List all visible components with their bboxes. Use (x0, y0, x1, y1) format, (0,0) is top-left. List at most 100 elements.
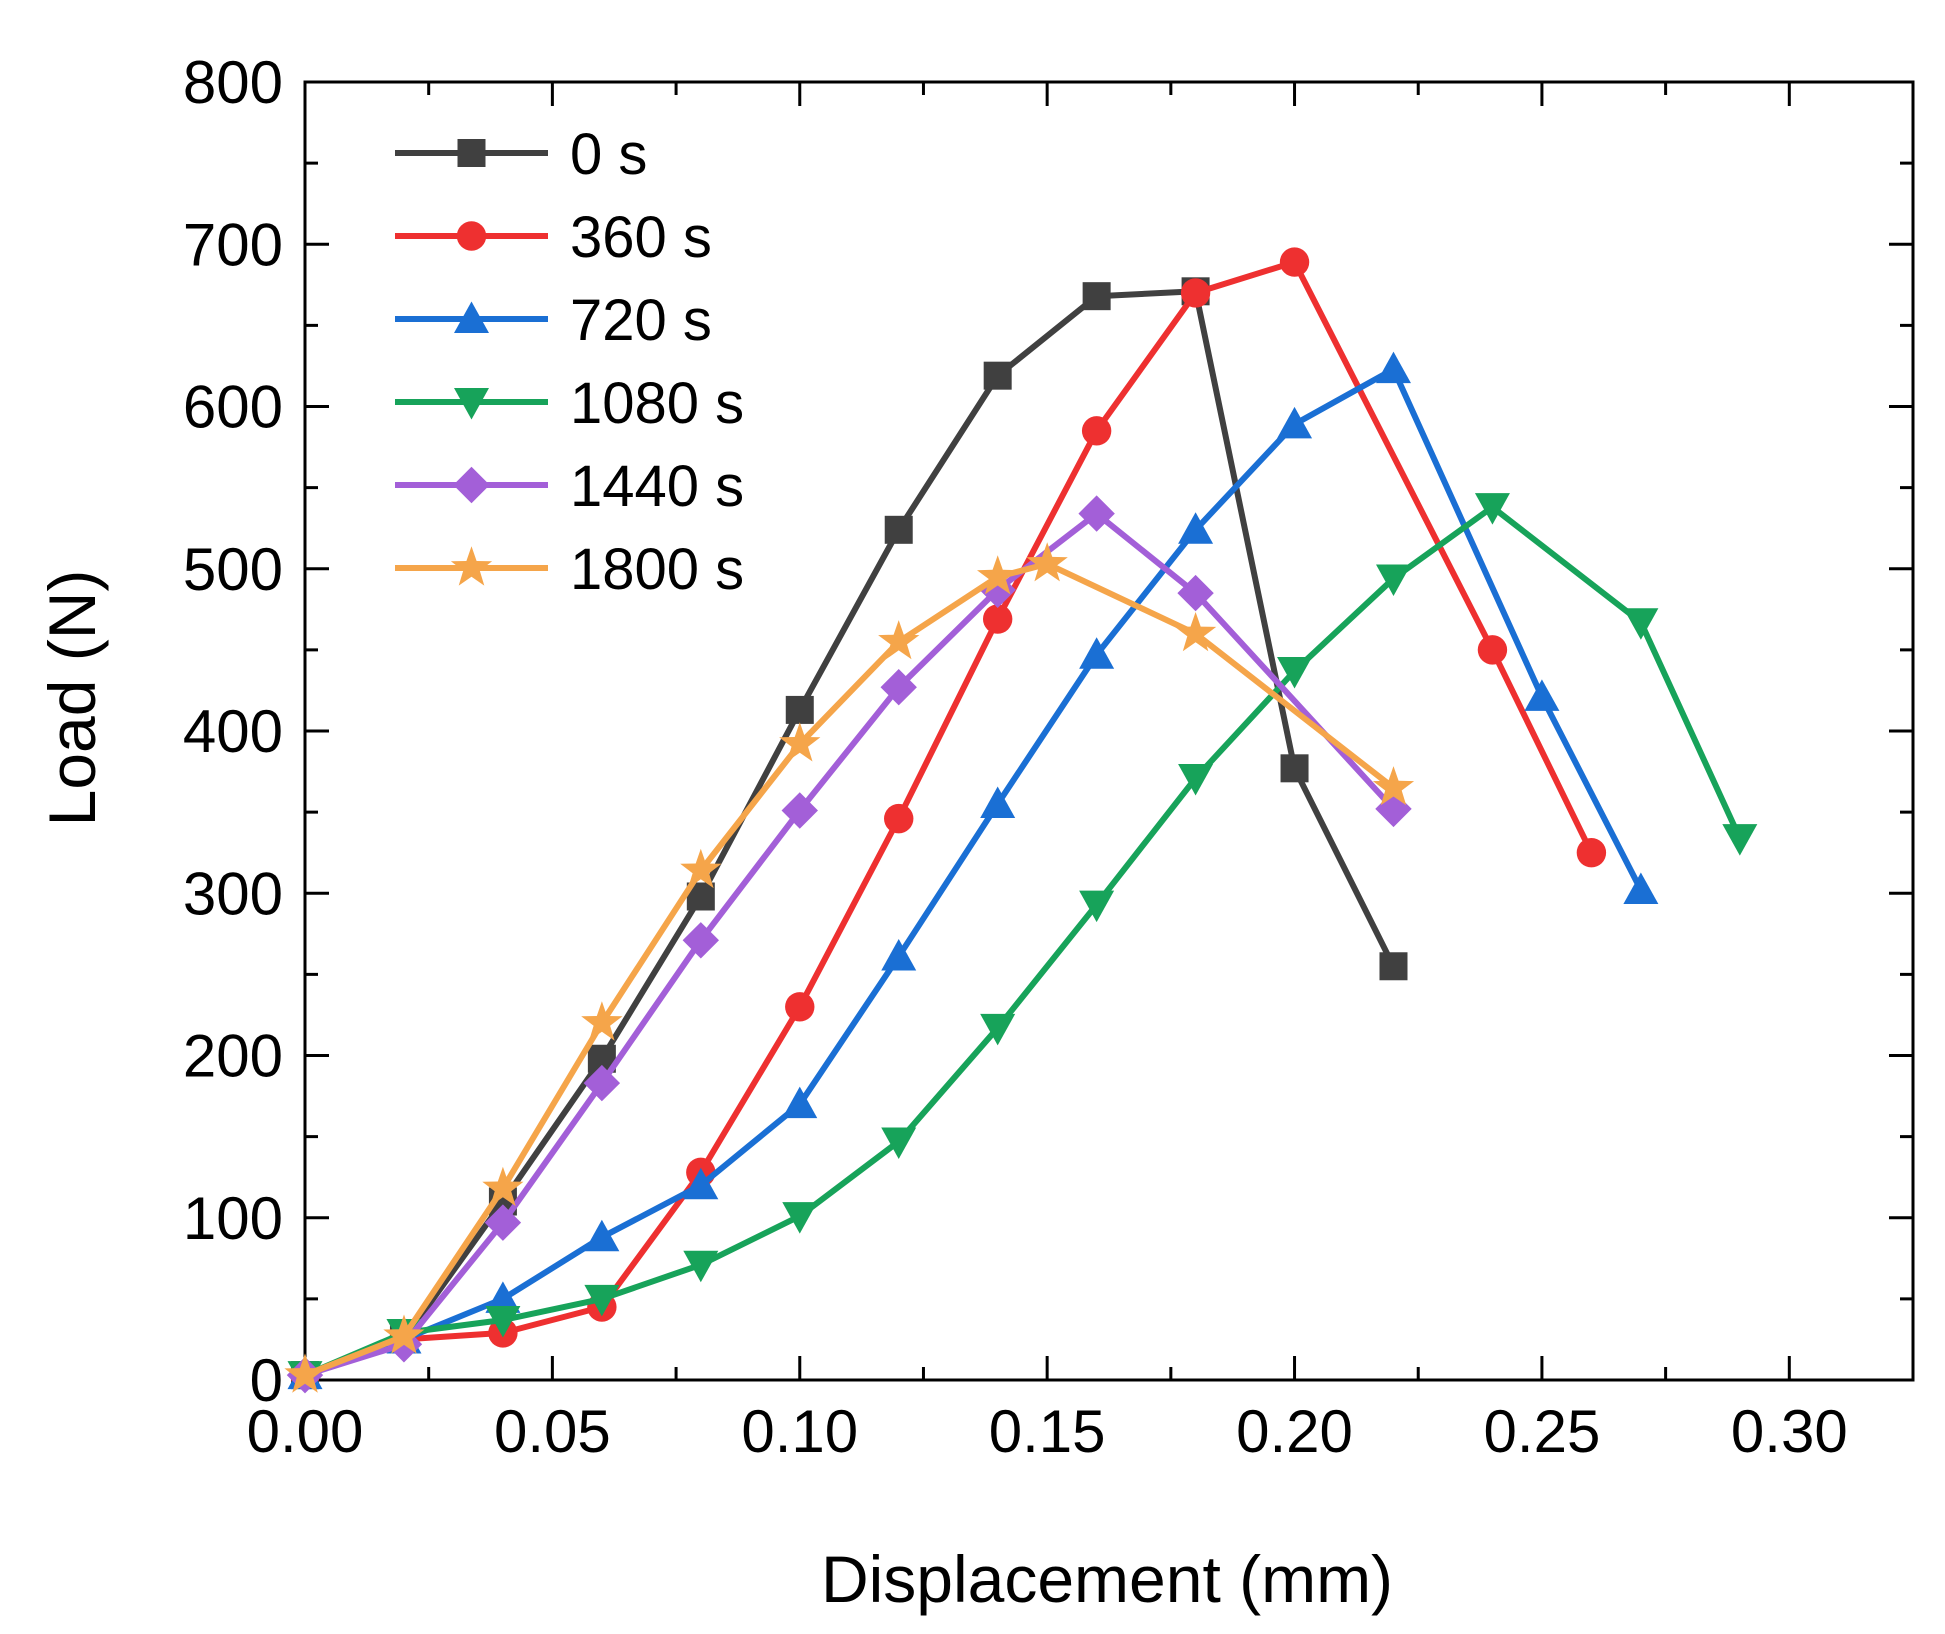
y-tick-label: 300 (183, 860, 283, 927)
data-point (1079, 890, 1115, 923)
data-point (1277, 406, 1313, 439)
data-point (682, 922, 720, 959)
legend-item: 1440 s (395, 454, 744, 519)
data-point (1277, 656, 1313, 689)
data-point (1375, 351, 1411, 384)
y-tick-label: 600 (183, 374, 283, 441)
data-point (1623, 608, 1659, 640)
y-tick-label: 800 (183, 49, 283, 116)
legend-marker (457, 139, 486, 167)
data-point (1174, 612, 1217, 652)
data-point (1178, 764, 1214, 796)
data-point (977, 555, 1019, 595)
data-point (982, 604, 1013, 634)
data-point (584, 1219, 620, 1252)
data-point (880, 668, 917, 706)
y-tick-label: 500 (183, 536, 283, 603)
plot-frame (303, 80, 1915, 1382)
data-point (581, 1001, 623, 1041)
data-point (683, 1250, 719, 1283)
data-point (884, 515, 913, 544)
legend-label: 360 s (570, 205, 712, 270)
data-point (1178, 512, 1214, 544)
data-point (1375, 564, 1411, 596)
data-point (1078, 495, 1115, 532)
x-tick-label: 0.20 (1236, 1398, 1353, 1465)
data-point (781, 792, 818, 829)
data-point (484, 1204, 522, 1241)
legend-marker (456, 221, 487, 251)
y-tick-label: 400 (183, 698, 283, 765)
series-line (303, 288, 1397, 1378)
data-point (284, 1353, 326, 1393)
x-axis-label: Displacement (mm) (821, 1542, 1393, 1616)
data-point (782, 1086, 818, 1119)
data-point (383, 1314, 425, 1354)
series-5 (284, 542, 1415, 1393)
legend-marker (454, 388, 489, 420)
legend-marker (450, 546, 493, 586)
y-axis-label: Load (N) (35, 570, 109, 827)
series-0 (291, 277, 1408, 1390)
data-point (583, 1064, 621, 1102)
data-point (1524, 679, 1560, 711)
legend-marker (454, 301, 489, 333)
y-tick-label: 200 (183, 1023, 283, 1090)
x-tick-label: 0.30 (1731, 1398, 1848, 1465)
data-point (1026, 542, 1068, 582)
data-point (980, 1013, 1016, 1046)
data-point (1177, 574, 1214, 612)
data-point (1474, 493, 1510, 525)
data-point (983, 361, 1012, 390)
data-point (779, 722, 821, 762)
data-point (878, 620, 920, 660)
data-point (884, 803, 914, 834)
x-tick-label: 0.00 (247, 1398, 364, 1465)
data-point (1079, 637, 1115, 669)
data-point (980, 786, 1016, 819)
data-point (782, 1202, 818, 1234)
y-tick-label: 100 (183, 1185, 283, 1252)
legend-marker (453, 466, 490, 504)
series-layer (284, 247, 1758, 1394)
legend-label: 720 s (570, 288, 712, 353)
data-point (881, 1127, 917, 1159)
legend-item: 1080 s (395, 371, 744, 436)
data-point (680, 848, 722, 889)
data-point (1576, 837, 1607, 868)
legend-item: 360 s (395, 205, 712, 270)
data-point (485, 1281, 521, 1313)
data-point (979, 571, 1016, 609)
data-point (1180, 278, 1211, 308)
y-tick-label: 700 (183, 211, 283, 278)
data-point (785, 992, 815, 1022)
data-point (1081, 416, 1112, 446)
data-point (1722, 824, 1758, 856)
legend-item: 720 s (395, 288, 712, 353)
legend-item: 0 s (395, 122, 647, 187)
x-tick-label: 0.10 (741, 1398, 858, 1465)
data-point (881, 939, 917, 971)
series-3 (287, 493, 1758, 1393)
legend-label: 1080 s (570, 371, 744, 436)
data-point (1082, 282, 1111, 311)
axes: 0.00 0.05 0.10 0.15 0.20 0.25 0.30 0 100 200 300 40… (183, 49, 1915, 1465)
legend-label: 0 s (570, 122, 647, 187)
legend-label: 1440 s (570, 454, 744, 519)
data-point (1279, 247, 1310, 277)
data-point (785, 695, 814, 724)
x-tick-label: 0.25 (1484, 1398, 1601, 1465)
x-tick-label: 0.15 (989, 1398, 1106, 1465)
legend-item: 1800 s (395, 537, 744, 602)
data-point (1372, 766, 1415, 806)
data-point (1379, 952, 1408, 981)
data-point (1280, 754, 1309, 783)
legend-label: 1800 s (570, 537, 744, 602)
data-point (1477, 635, 1508, 665)
series-2 (287, 351, 1659, 1390)
series-line (303, 504, 1743, 1378)
x-tick-label: 0.05 (494, 1398, 611, 1465)
y-tick-label: 0 (250, 1347, 283, 1414)
data-point (485, 1305, 521, 1338)
